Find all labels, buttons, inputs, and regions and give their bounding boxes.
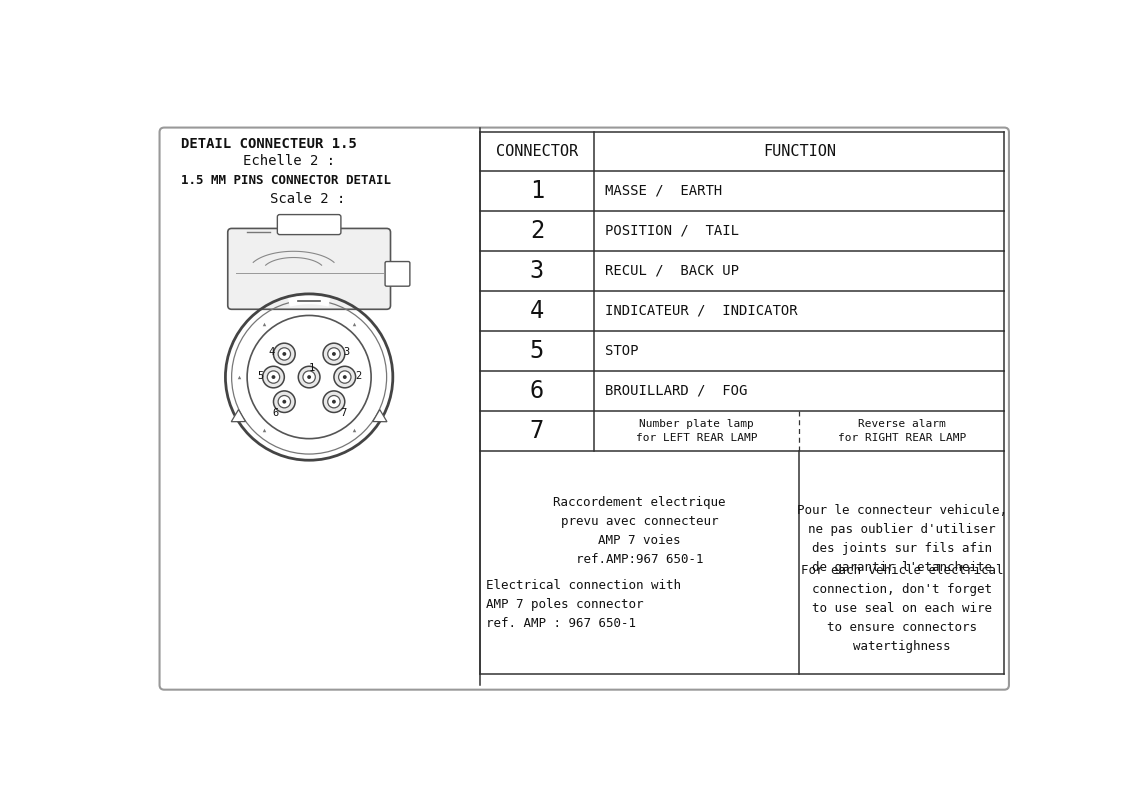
FancyBboxPatch shape <box>277 214 341 234</box>
Circle shape <box>343 375 347 379</box>
Text: Reverse alarm
for RIGHT REAR LAMP: Reverse alarm for RIGHT REAR LAMP <box>838 419 966 443</box>
Text: 1.5 MM PINS CONNECTOR DETAIL: 1.5 MM PINS CONNECTOR DETAIL <box>181 174 391 187</box>
Circle shape <box>334 366 356 388</box>
Text: STOP: STOP <box>605 344 638 358</box>
Circle shape <box>274 391 295 413</box>
Circle shape <box>278 348 291 360</box>
Text: Raccordement electrique
prevu avec connecteur
AMP 7 voies
ref.AMP:967 650-1: Raccordement electrique prevu avec conne… <box>553 497 726 566</box>
Text: DETAIL CONNECTEUR 1.5: DETAIL CONNECTEUR 1.5 <box>181 137 357 150</box>
FancyBboxPatch shape <box>160 127 1009 690</box>
Text: 1: 1 <box>530 178 544 202</box>
Polygon shape <box>231 410 245 422</box>
Circle shape <box>274 343 295 365</box>
Circle shape <box>323 343 344 365</box>
Circle shape <box>303 371 316 383</box>
FancyBboxPatch shape <box>228 229 391 310</box>
Text: POSITION /  TAIL: POSITION / TAIL <box>605 224 739 238</box>
Text: 5: 5 <box>530 339 544 363</box>
Circle shape <box>271 375 276 379</box>
Text: CONNECTOR: CONNECTOR <box>496 144 578 159</box>
Text: 2: 2 <box>355 370 361 381</box>
Text: 6: 6 <box>530 379 544 403</box>
Text: 3: 3 <box>530 258 544 282</box>
Text: 2: 2 <box>530 218 544 242</box>
Circle shape <box>283 352 286 356</box>
Circle shape <box>283 400 286 404</box>
Text: 5: 5 <box>258 370 263 381</box>
Text: RECUL /  BACK UP: RECUL / BACK UP <box>605 264 739 278</box>
Text: Electrical connection with
AMP 7 poles connector
ref. AMP : 967 650-1: Electrical connection with AMP 7 poles c… <box>486 579 681 630</box>
Text: MASSE /  EARTH: MASSE / EARTH <box>605 184 723 198</box>
Circle shape <box>307 375 311 379</box>
Circle shape <box>327 395 340 408</box>
Text: Scale 2 :: Scale 2 : <box>270 192 345 206</box>
Text: 3: 3 <box>343 347 350 358</box>
Text: 7: 7 <box>340 408 347 418</box>
Text: 4: 4 <box>530 299 544 323</box>
Circle shape <box>278 395 291 408</box>
Text: For each vehicle electrical
connection, don't forget
to use seal on each wire
to: For each vehicle electrical connection, … <box>800 564 1003 653</box>
Circle shape <box>267 371 279 383</box>
Polygon shape <box>373 410 386 422</box>
FancyBboxPatch shape <box>385 262 410 286</box>
Text: 1: 1 <box>308 363 315 373</box>
Text: BROUILLARD /  FOG: BROUILLARD / FOG <box>605 384 748 398</box>
Circle shape <box>339 371 351 383</box>
Circle shape <box>332 352 336 356</box>
Circle shape <box>262 366 284 388</box>
Circle shape <box>299 366 320 388</box>
Text: 4: 4 <box>268 347 275 358</box>
Circle shape <box>323 391 344 413</box>
Text: Number plate lamp
for LEFT REAR LAMP: Number plate lamp for LEFT REAR LAMP <box>636 419 758 443</box>
Text: FUNCTION: FUNCTION <box>763 144 836 159</box>
Circle shape <box>332 400 336 404</box>
Text: Pour le connecteur vehicule,
ne pas oublier d'utiliser
des joints sur fils afin
: Pour le connecteur vehicule, ne pas oubl… <box>797 504 1007 574</box>
Text: 7: 7 <box>530 419 544 443</box>
Text: INDICATEUR /  INDICATOR: INDICATEUR / INDICATOR <box>605 304 798 318</box>
Circle shape <box>327 348 340 360</box>
Text: 6: 6 <box>272 408 278 418</box>
Text: Echelle 2 :: Echelle 2 : <box>243 154 335 169</box>
